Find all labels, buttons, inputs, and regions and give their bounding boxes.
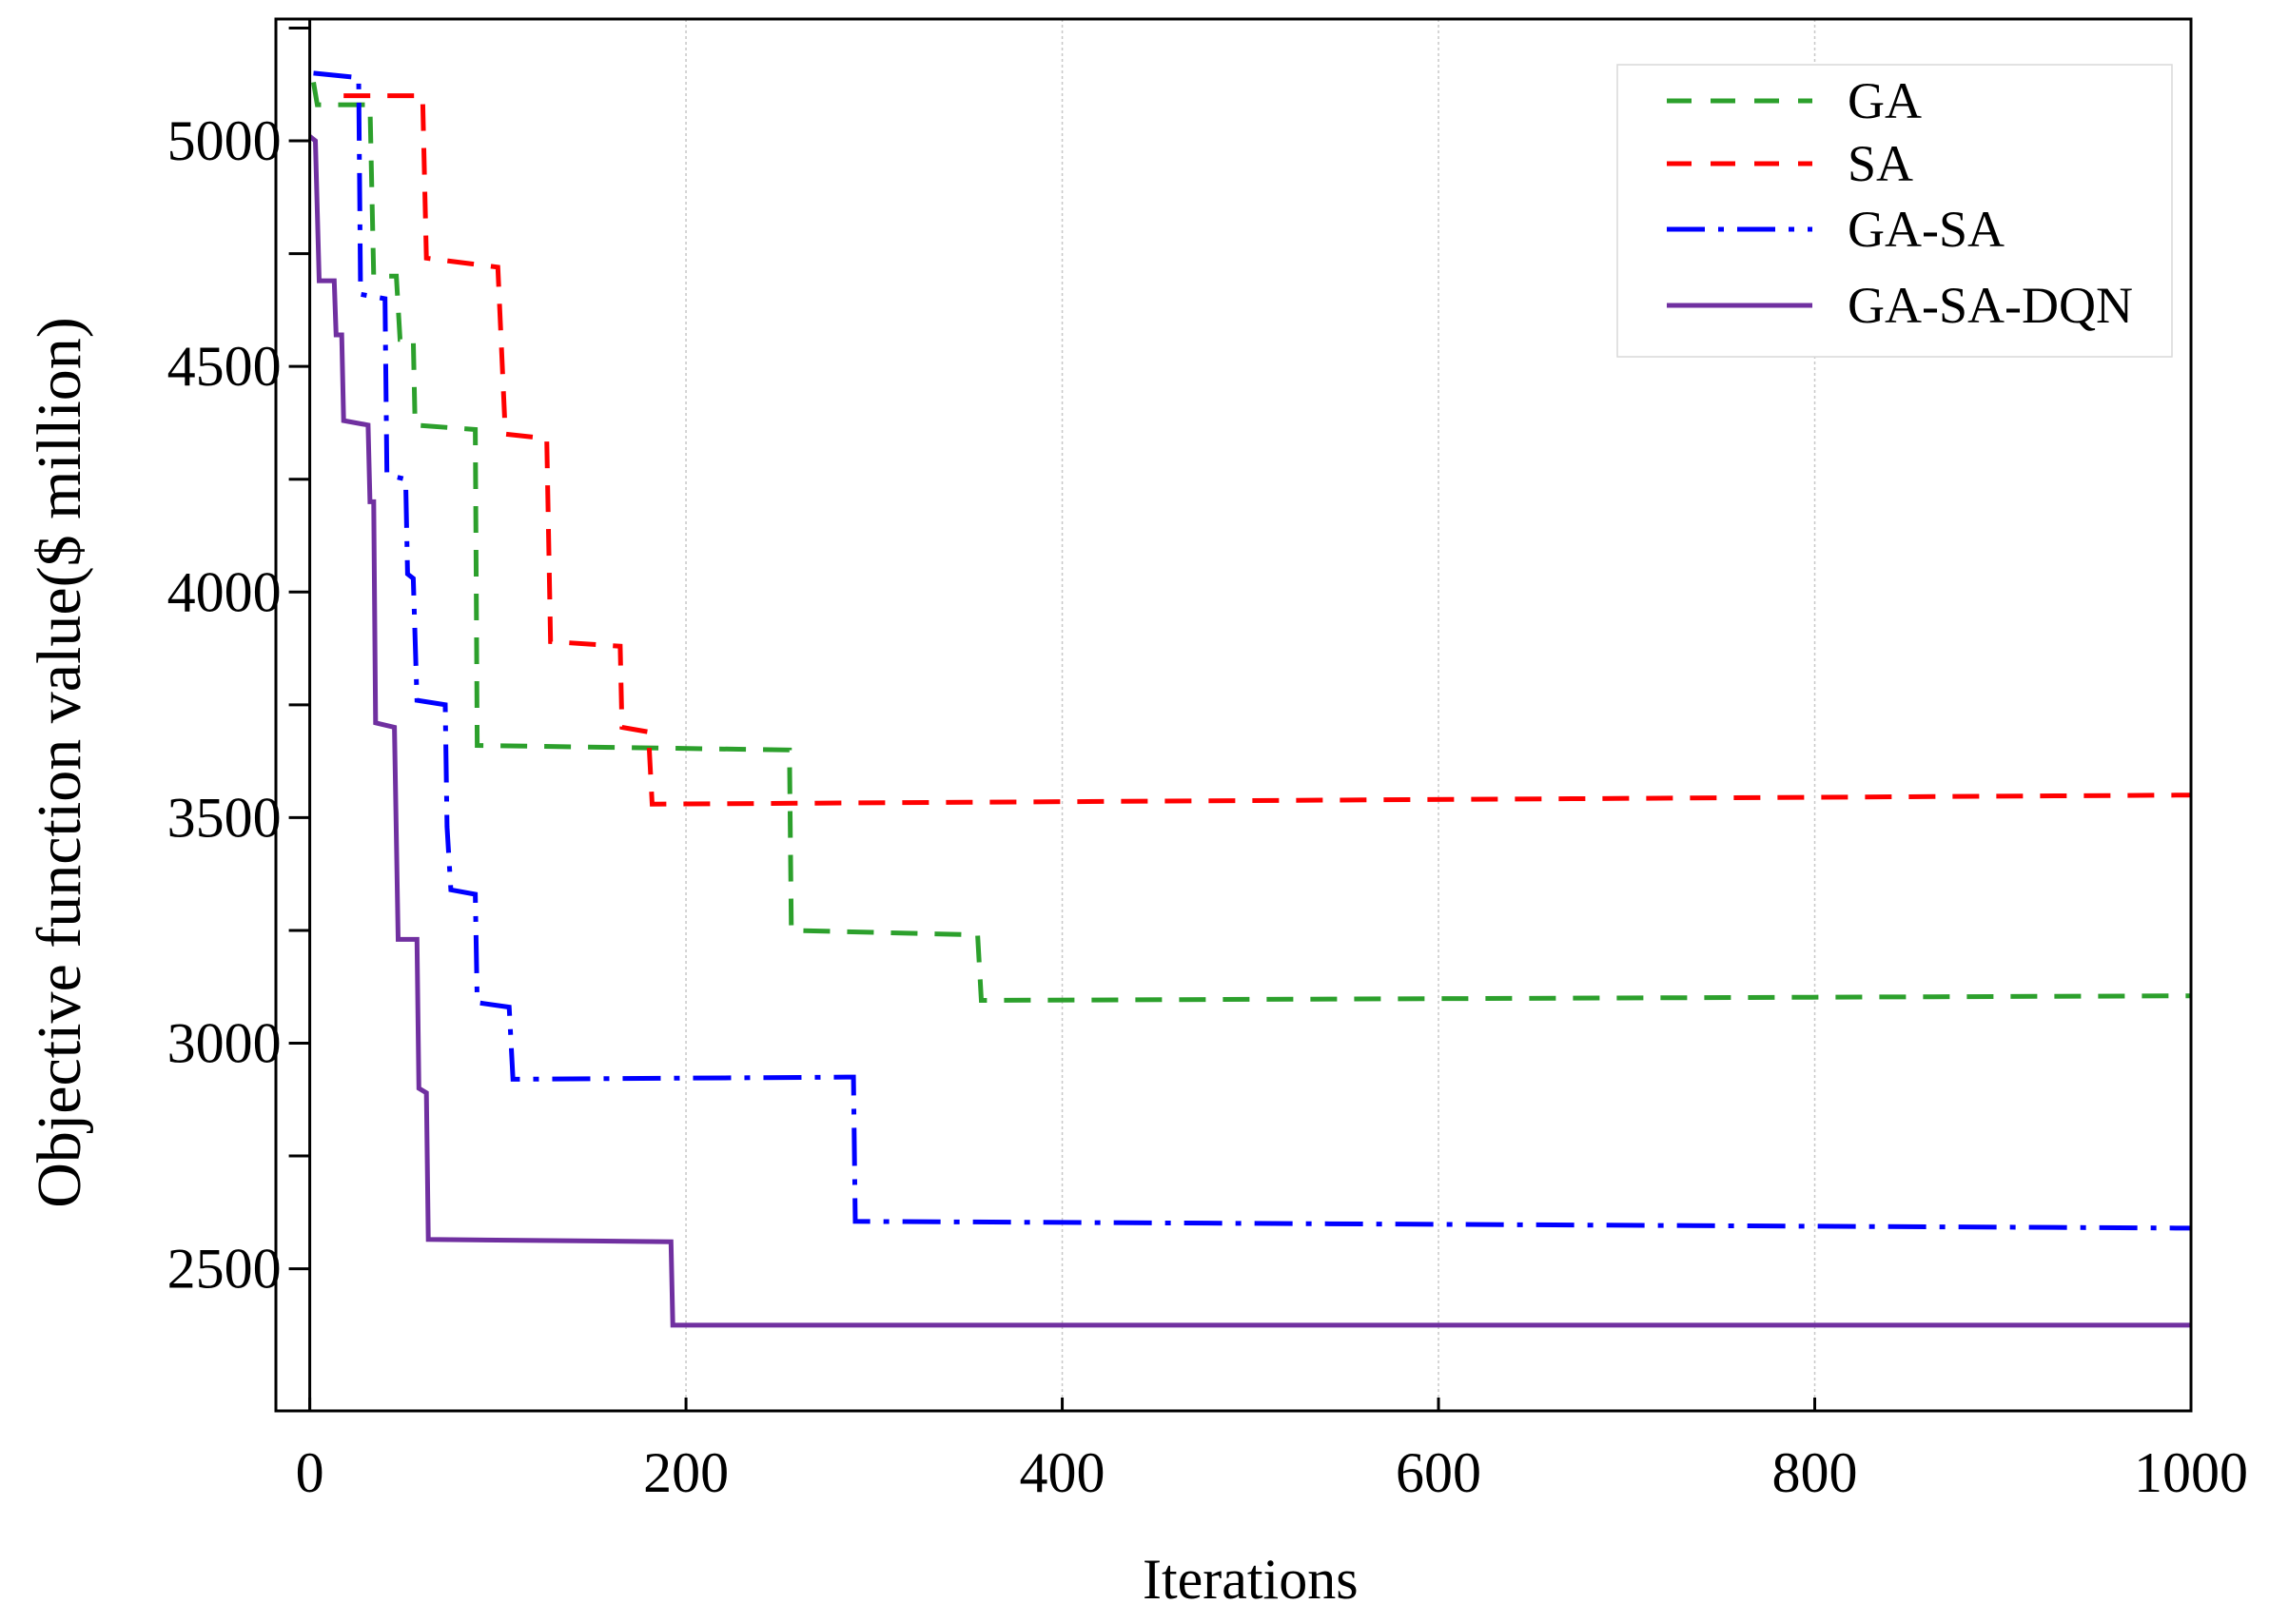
y-tick-label: 3500 xyxy=(167,786,282,849)
x-tick-label: 200 xyxy=(643,1441,729,1504)
plot-frame xyxy=(274,17,2193,1413)
y-tick-label: 4000 xyxy=(167,560,282,623)
series-line-ga-sa-dqn xyxy=(308,134,2191,1328)
legend: GA SA GA-SA GA-SA-DQN xyxy=(1616,64,2173,358)
grid-lines xyxy=(685,19,1816,1411)
legend-label-ga: GA xyxy=(1848,72,1922,129)
legend-box xyxy=(1616,64,2173,358)
x-tick-label: 600 xyxy=(1396,1441,1481,1504)
y-tick-label: 2500 xyxy=(167,1238,282,1301)
x-tick-label: 400 xyxy=(1020,1441,1105,1504)
x-axis-label: Iterations xyxy=(1143,1548,1359,1611)
y-tick-label: 5000 xyxy=(167,109,282,172)
legend-label-sa: SA xyxy=(1848,135,1913,192)
y-tick-label: 3000 xyxy=(167,1012,282,1075)
x-tick-label: 800 xyxy=(1772,1441,1858,1504)
legend-label-ga-sa: GA-SA xyxy=(1848,201,2005,258)
x-tick-label: 1000 xyxy=(2134,1441,2248,1504)
y-axis-label: Objective function value($ million) xyxy=(25,317,94,1208)
axis-ticks: 0 200 400 600 800 1000 2500 3000 3500 4000 4500 500… xyxy=(167,19,2248,1504)
y-tick-label: 4500 xyxy=(167,335,282,398)
series-line-sa xyxy=(343,93,2192,807)
legend-label-ga-sa-dqn: GA-SA-DQN xyxy=(1848,277,2133,334)
x-tick-label: 0 xyxy=(296,1441,324,1504)
series-line-ga xyxy=(311,81,2192,1004)
series-lines xyxy=(308,70,2192,1328)
series-line-ga-sa xyxy=(313,70,2192,1231)
